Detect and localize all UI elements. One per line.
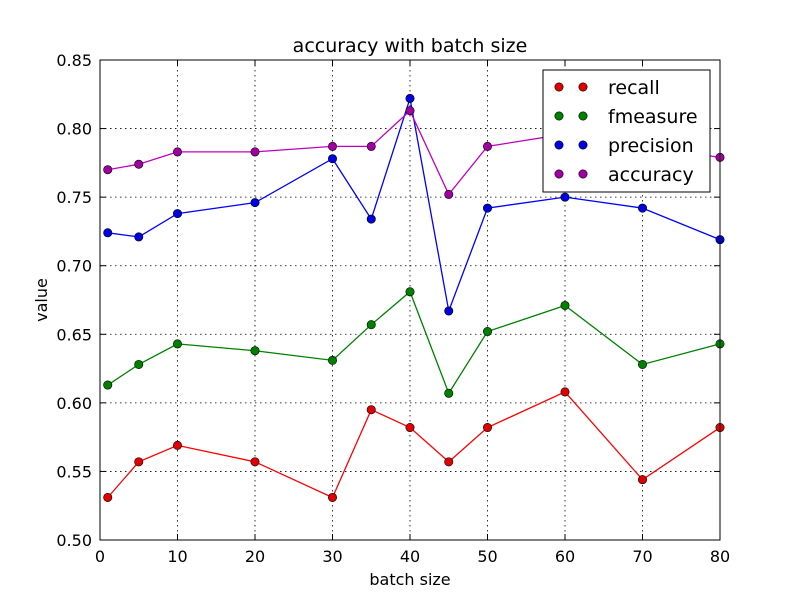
series-line-recall (107, 391, 721, 499)
legend-marker-fmeasure (578, 111, 588, 121)
legend-label-precision: precision (608, 135, 694, 157)
data-point-accuracy (405, 106, 415, 116)
data-point-recall (250, 457, 260, 467)
y-tick-labels: 0.50 0.55 0.60 0.65 0.70 0.75 0.80 0.85 (56, 51, 92, 550)
data-point-precision (250, 198, 260, 208)
data-point-precision (173, 209, 183, 219)
data-point-accuracy (482, 141, 492, 151)
data-point-precision (444, 306, 454, 316)
data-point-precision (327, 154, 337, 164)
y-tick-label: 0.65 (56, 325, 92, 344)
series-line-precision (107, 98, 721, 314)
data-point-fmeasure (173, 339, 183, 349)
data-point-recall (444, 457, 454, 467)
data-point-fmeasure (250, 346, 260, 356)
data-point-precision (366, 214, 376, 224)
legend-box (542, 69, 711, 193)
x-tick-label: 0 (95, 547, 105, 566)
data-point-recall (482, 423, 492, 433)
x-tick-label: 80 (710, 547, 730, 566)
legend-label-recall: recall (608, 77, 660, 99)
data-point-fmeasure (327, 355, 337, 365)
y-tick-label: 0.85 (56, 51, 92, 70)
x-tick-label: 70 (632, 547, 652, 566)
legend-marker-accuracy (554, 169, 564, 179)
y-tick-label: 0.70 (56, 257, 92, 276)
x-tick-label: 50 (477, 547, 497, 566)
data-point-recall (103, 492, 113, 502)
data-point-recall (560, 387, 570, 397)
data-point-accuracy (173, 147, 183, 157)
data-point-recall (173, 440, 183, 450)
series-markers (103, 93, 725, 502)
data-point-fmeasure (560, 300, 570, 310)
legend-marker-fmeasure (554, 111, 564, 121)
x-tick-labels: 0 10 20 30 40 50 60 70 80 (95, 547, 730, 566)
legend: recall fmeasure precision accuracy (542, 69, 711, 193)
data-point-fmeasure (637, 359, 647, 369)
data-point-recall (366, 405, 376, 415)
data-point-fmeasure (103, 380, 113, 390)
y-tick-label: 0.60 (56, 394, 92, 413)
y-tick-label: 0.55 (56, 462, 92, 481)
legend-marker-precision (554, 140, 564, 150)
x-tick-label: 20 (245, 547, 265, 566)
data-point-accuracy (250, 147, 260, 157)
series-line-fmeasure (107, 290, 721, 395)
y-tick-label: 0.80 (56, 120, 92, 139)
data-point-fmeasure (444, 388, 454, 398)
data-point-precision (637, 203, 647, 213)
data-point-recall (405, 423, 415, 433)
legend-marker-accuracy (578, 169, 588, 179)
x-tick-label: 60 (555, 547, 575, 566)
data-point-fmeasure (366, 320, 376, 330)
data-point-precision (560, 192, 570, 202)
legend-label-accuracy: accuracy (608, 164, 694, 186)
data-point-precision (482, 203, 492, 213)
data-point-accuracy (103, 165, 113, 175)
data-point-accuracy (134, 159, 144, 169)
legend-marker-recall (578, 82, 588, 92)
data-point-fmeasure (482, 327, 492, 337)
data-point-fmeasure (405, 287, 415, 297)
data-point-precision (134, 232, 144, 242)
x-tick-label: 10 (167, 547, 187, 566)
chart-title: accuracy with batch size (293, 35, 528, 57)
y-tick-label: 0.75 (56, 188, 92, 207)
x-tick-label: 40 (400, 547, 420, 566)
data-point-precision (405, 93, 415, 103)
axis-ticks (99, 59, 721, 541)
data-point-fmeasure (134, 359, 144, 369)
data-point-recall (327, 492, 337, 502)
x-tick-label: 30 (322, 547, 342, 566)
y-tick-label: 0.50 (56, 531, 92, 550)
data-point-recall (637, 475, 647, 485)
data-point-accuracy (444, 189, 454, 199)
legend-label-fmeasure: fmeasure (608, 106, 698, 128)
data-point-precision (103, 228, 113, 238)
legend-marker-recall (554, 82, 564, 92)
y-axis-label: value (32, 278, 51, 322)
data-point-recall (134, 457, 144, 467)
x-axis-label: batch size (369, 570, 450, 589)
data-point-accuracy (327, 141, 337, 151)
data-point-accuracy (366, 141, 376, 151)
legend-marker-precision (578, 140, 588, 150)
